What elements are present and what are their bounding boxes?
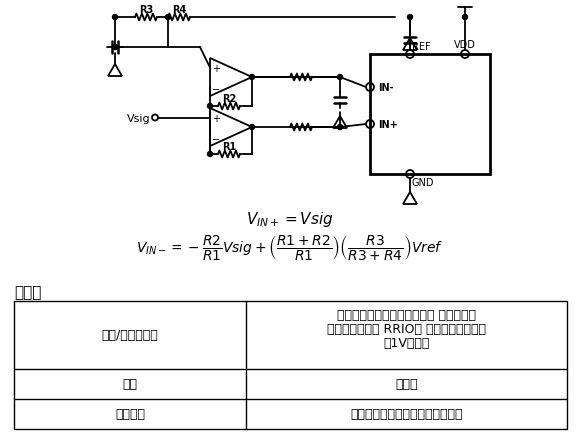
Text: R3: R3: [139, 5, 153, 15]
Text: R4: R4: [172, 5, 186, 15]
Text: Vsig: Vsig: [127, 113, 151, 123]
Circle shape: [166, 16, 170, 20]
Text: 输入阻抗: 输入阻抗: [115, 408, 145, 421]
Text: 受输入和输出裕量要求限制。 单电源供电: 受输入和输出裕量要求限制。 单电源供电: [337, 309, 476, 322]
Text: 裕量/单电源供电: 裕量/单电源供电: [102, 329, 159, 342]
Text: IN-: IN-: [378, 83, 393, 93]
Bar: [370, 55, 490, 174]
Circle shape: [249, 76, 254, 80]
Text: 高阻抗受放大器的输入漏电流限制: 高阻抗受放大器的输入漏电流限制: [350, 408, 463, 421]
Text: 不适用: 不适用: [396, 378, 418, 391]
Text: 利与弊: 利与弊: [14, 285, 41, 300]
Text: IN+: IN+: [378, 120, 398, 130]
Text: GND: GND: [412, 178, 435, 187]
Circle shape: [249, 125, 254, 130]
Text: REF: REF: [412, 42, 431, 52]
Circle shape: [462, 16, 468, 20]
Text: R1: R1: [222, 141, 236, 151]
Text: $V_{IN+} = Vsig$: $V_{IN+} = Vsig$: [246, 210, 333, 229]
Text: $-$: $-$: [211, 132, 221, 142]
Circle shape: [207, 104, 213, 109]
Text: 时，第一级需要 RRIO。 输入裕量要求通常: 时，第一级需要 RRIO。 输入裕量要求通常: [327, 323, 486, 336]
Circle shape: [113, 46, 117, 50]
Circle shape: [407, 16, 413, 20]
Text: 增益: 增益: [123, 378, 138, 391]
Circle shape: [207, 152, 213, 157]
Text: 为1V左右。: 为1V左右。: [383, 337, 430, 350]
Text: R2: R2: [222, 94, 236, 104]
Text: $-$: $-$: [211, 82, 221, 92]
Circle shape: [113, 16, 117, 20]
Text: +: +: [212, 63, 220, 73]
Circle shape: [338, 125, 343, 130]
Text: $V_{IN-} = -\dfrac{R2}{R1}Vsig + \left(\dfrac{R1+R2}{R1}\right)\left(\dfrac{R3}{: $V_{IN-} = -\dfrac{R2}{R1}Vsig + \left(\…: [136, 233, 444, 262]
Bar: [14, 301, 567, 429]
Text: +: +: [212, 113, 220, 123]
Circle shape: [338, 76, 343, 80]
Text: VDD: VDD: [454, 40, 476, 50]
